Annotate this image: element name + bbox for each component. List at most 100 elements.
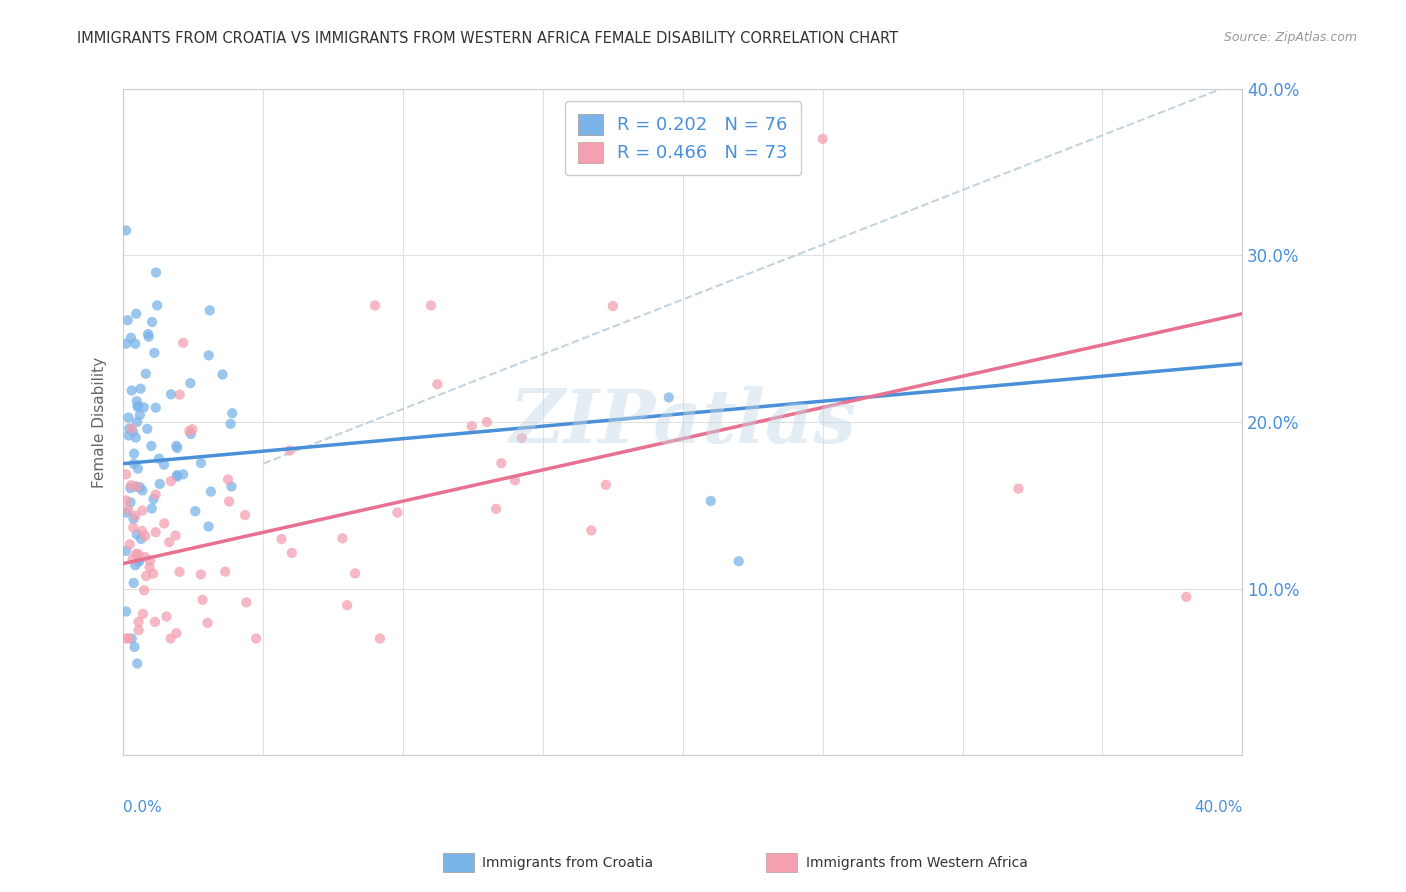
Point [153,458,176,472]
Point [135,367,157,381]
Point [127,400,149,414]
Text: 0.0%: 0.0% [124,799,162,814]
Point [125,415,148,429]
Point [145,266,167,280]
Point [127,547,149,561]
Point [332,531,354,545]
Point [700,494,723,508]
Point [138,560,160,574]
Point [169,388,191,402]
Point [146,298,169,312]
Point [120,495,142,509]
Point [811,132,834,146]
Point [165,528,187,542]
Point [190,567,212,582]
Point [233,508,256,523]
Point [124,558,146,573]
Point [184,504,207,518]
Point [153,516,176,531]
Point [179,424,201,438]
Point [129,382,152,396]
Text: Immigrants from Croatia: Immigrants from Croatia [482,855,654,870]
Point [128,553,150,567]
Point [219,417,242,431]
Point [128,555,150,569]
Point [131,524,153,538]
Point [179,376,201,391]
Point [270,532,292,546]
Point [125,480,148,494]
Point [387,506,409,520]
Text: ZIPatlas: ZIPatlas [509,385,856,458]
Point [155,609,177,624]
Point [115,544,138,558]
Point [122,425,145,439]
Point [118,537,141,551]
Point [125,307,148,321]
Point [136,327,159,342]
Point [121,632,143,646]
Point [364,298,387,312]
Point [190,456,212,470]
Point [115,632,138,646]
Point [125,527,148,541]
Point [121,421,143,435]
Point [159,632,181,646]
Point [141,501,163,516]
Point [124,336,146,351]
Point [122,447,145,461]
Point [117,313,139,327]
Point [165,439,187,453]
Point [160,387,183,401]
Point [115,493,138,508]
Point [180,427,202,442]
Point [1007,482,1029,496]
Point [581,524,603,538]
Point [129,532,152,546]
Point [115,604,138,618]
Point [141,315,163,329]
Point [221,479,243,493]
Point [245,632,267,646]
Point [139,553,162,567]
Point [214,565,236,579]
Y-axis label: Female Disability: Female Disability [93,357,107,488]
Text: 40.0%: 40.0% [1194,799,1243,814]
Point [134,529,156,543]
Point [145,401,167,415]
Point [426,377,449,392]
Point [145,487,167,501]
Point [127,461,149,475]
Point [595,478,617,492]
Point [141,439,163,453]
Point [138,329,160,343]
Point [128,408,150,422]
Point [131,503,153,517]
Point [115,223,138,237]
Point [121,552,143,566]
Point [124,508,146,523]
Point [197,519,219,533]
Legend: R = 0.202   N = 76, R = 0.466   N = 73: R = 0.202 N = 76, R = 0.466 N = 73 [565,102,800,176]
Point [136,422,159,436]
Point [127,399,149,413]
Text: Source: ZipAtlas.com: Source: ZipAtlas.com [1223,31,1357,45]
Point [197,615,219,630]
Point [122,457,145,471]
Point [166,468,188,483]
Point [120,481,142,495]
Point [165,626,187,640]
Point [122,575,145,590]
Point [122,520,145,534]
Point [115,506,138,520]
Point [127,657,149,671]
Point [120,478,142,492]
Point [134,550,156,565]
Point [131,483,153,498]
Point [217,473,239,487]
Text: Immigrants from Western Africa: Immigrants from Western Africa [806,855,1028,870]
Point [115,336,138,351]
Point [475,415,498,429]
Point [115,467,138,482]
Point [181,422,204,436]
